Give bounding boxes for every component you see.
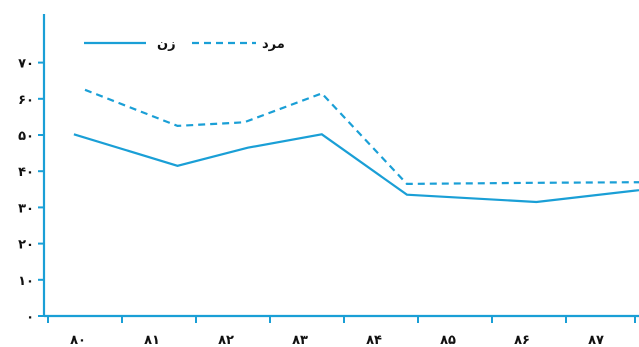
x-tick-label: ۸۳ (292, 333, 308, 347)
y-tick-label: ۱۰ (18, 274, 34, 289)
legend-label-solid: زن (157, 37, 176, 52)
series-line-solid (73, 133, 639, 204)
series-layer (73, 88, 639, 204)
y-tick-label: ۷۰ (18, 57, 34, 72)
axes (38, 14, 639, 323)
x-tick-label: ۸۱ (144, 333, 160, 347)
y-tick-label: ۲۰ (18, 238, 34, 253)
x-tick-label: ۸۷ (588, 333, 604, 347)
legend: زن مرد (84, 37, 285, 52)
series-line-dashed (84, 88, 639, 186)
legend-label-dashed: مرد (262, 37, 285, 52)
x-tick-label: ۸۰ (70, 333, 86, 347)
y-tick-label: ۵۰ (18, 129, 34, 144)
x-tick-label: ۸۵ (440, 333, 456, 347)
y-tick-label: ۳۰ (18, 201, 34, 216)
y-tick-label: ۰ (26, 310, 34, 325)
x-tick-label: ۸۴ (366, 333, 382, 347)
x-tick-label: ۸۲ (218, 333, 234, 347)
y-tick-label: ۶۰ (18, 93, 34, 108)
y-tick-label: ۴۰ (18, 165, 34, 180)
x-tick-label: ۸۶ (514, 333, 530, 347)
tick-labels: ۸۰ ۸۱ ۸۲ ۸۳ ۸۴ ۸۵ ۸۶ ۸۷ ۰ ۱۰ ۲۰ ۳۰ ۴۰ ۵۰ ۶۰ ۷۰ (18, 57, 604, 347)
